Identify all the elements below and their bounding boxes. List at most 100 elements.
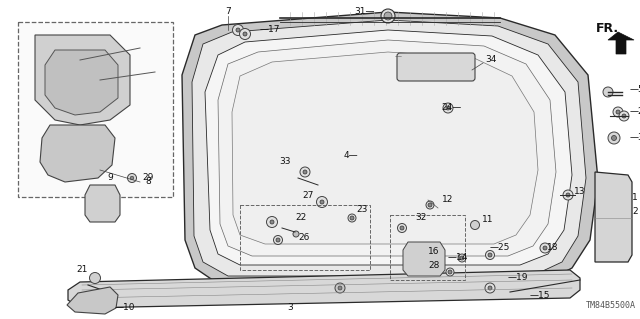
Circle shape — [460, 256, 464, 260]
Circle shape — [443, 103, 453, 113]
Text: 1: 1 — [632, 194, 637, 203]
Text: —14: —14 — [448, 254, 468, 263]
Polygon shape — [85, 185, 120, 222]
Circle shape — [273, 235, 282, 244]
Text: 13: 13 — [573, 188, 585, 197]
Text: 16: 16 — [428, 248, 440, 256]
Circle shape — [488, 286, 492, 290]
Circle shape — [400, 226, 404, 230]
Circle shape — [300, 167, 310, 177]
Polygon shape — [192, 20, 586, 276]
Circle shape — [93, 77, 97, 79]
Circle shape — [607, 247, 617, 257]
Circle shape — [350, 216, 354, 220]
Text: 2: 2 — [632, 207, 637, 217]
Circle shape — [543, 246, 547, 250]
Text: 18: 18 — [547, 243, 558, 253]
Circle shape — [108, 209, 111, 211]
Polygon shape — [45, 50, 118, 115]
Circle shape — [243, 32, 247, 36]
Text: 4—: 4— — [344, 151, 358, 160]
Circle shape — [610, 250, 614, 254]
Circle shape — [127, 174, 136, 182]
Circle shape — [69, 146, 81, 158]
Circle shape — [603, 87, 613, 97]
Text: 3: 3 — [287, 303, 293, 313]
Circle shape — [92, 97, 99, 103]
Text: —20: —20 — [630, 108, 640, 116]
Polygon shape — [218, 40, 556, 256]
Circle shape — [108, 197, 111, 199]
Circle shape — [566, 193, 570, 197]
Polygon shape — [205, 30, 572, 265]
Polygon shape — [232, 52, 538, 244]
Circle shape — [485, 283, 495, 293]
Text: 28: 28 — [429, 261, 440, 270]
Circle shape — [486, 250, 495, 259]
Circle shape — [58, 77, 61, 79]
Circle shape — [97, 197, 99, 199]
Text: 9: 9 — [107, 174, 113, 182]
Circle shape — [397, 224, 406, 233]
Circle shape — [607, 180, 617, 190]
Circle shape — [335, 283, 345, 293]
Circle shape — [338, 286, 342, 290]
Bar — [390, 215, 465, 280]
Circle shape — [426, 201, 434, 209]
Bar — [240, 205, 370, 270]
Circle shape — [446, 106, 450, 110]
Circle shape — [93, 99, 97, 101]
Circle shape — [540, 243, 550, 253]
Circle shape — [448, 270, 452, 274]
Circle shape — [95, 195, 102, 202]
Circle shape — [97, 209, 99, 211]
Circle shape — [232, 25, 243, 35]
Circle shape — [130, 176, 134, 180]
Circle shape — [608, 132, 620, 144]
Text: 32: 32 — [415, 213, 426, 222]
Polygon shape — [595, 172, 632, 262]
Text: FR.: FR. — [596, 22, 619, 35]
Circle shape — [384, 12, 392, 20]
Text: 23: 23 — [356, 205, 368, 214]
Bar — [18, 22, 173, 197]
Text: 8: 8 — [145, 177, 151, 187]
Circle shape — [90, 272, 100, 284]
Circle shape — [239, 28, 250, 40]
Circle shape — [106, 206, 113, 213]
Polygon shape — [35, 35, 130, 125]
Circle shape — [63, 140, 87, 164]
Text: 26: 26 — [298, 234, 309, 242]
Circle shape — [611, 136, 616, 140]
Circle shape — [317, 197, 328, 207]
Text: 22: 22 — [295, 213, 307, 222]
Text: 7: 7 — [225, 8, 231, 17]
Text: 27: 27 — [302, 190, 314, 199]
Circle shape — [470, 220, 479, 229]
Circle shape — [428, 203, 432, 207]
Circle shape — [56, 97, 63, 103]
Circle shape — [619, 111, 629, 121]
Text: 31—: 31— — [355, 8, 375, 17]
Text: —: — — [395, 53, 402, 59]
Circle shape — [563, 190, 573, 200]
Polygon shape — [67, 287, 118, 314]
Circle shape — [446, 268, 454, 276]
Polygon shape — [182, 12, 598, 285]
Circle shape — [381, 9, 395, 23]
Circle shape — [276, 238, 280, 242]
Circle shape — [320, 200, 324, 204]
Text: —25: —25 — [490, 243, 510, 253]
Circle shape — [236, 28, 240, 32]
Text: —19: —19 — [508, 273, 529, 283]
Text: 33: 33 — [279, 158, 291, 167]
Text: —17: —17 — [260, 26, 280, 34]
Polygon shape — [68, 270, 580, 308]
Text: 24—: 24— — [442, 103, 462, 113]
Circle shape — [458, 254, 466, 262]
Circle shape — [293, 231, 299, 237]
Circle shape — [610, 183, 614, 187]
Circle shape — [56, 75, 63, 81]
Polygon shape — [608, 32, 634, 54]
Polygon shape — [40, 125, 115, 182]
